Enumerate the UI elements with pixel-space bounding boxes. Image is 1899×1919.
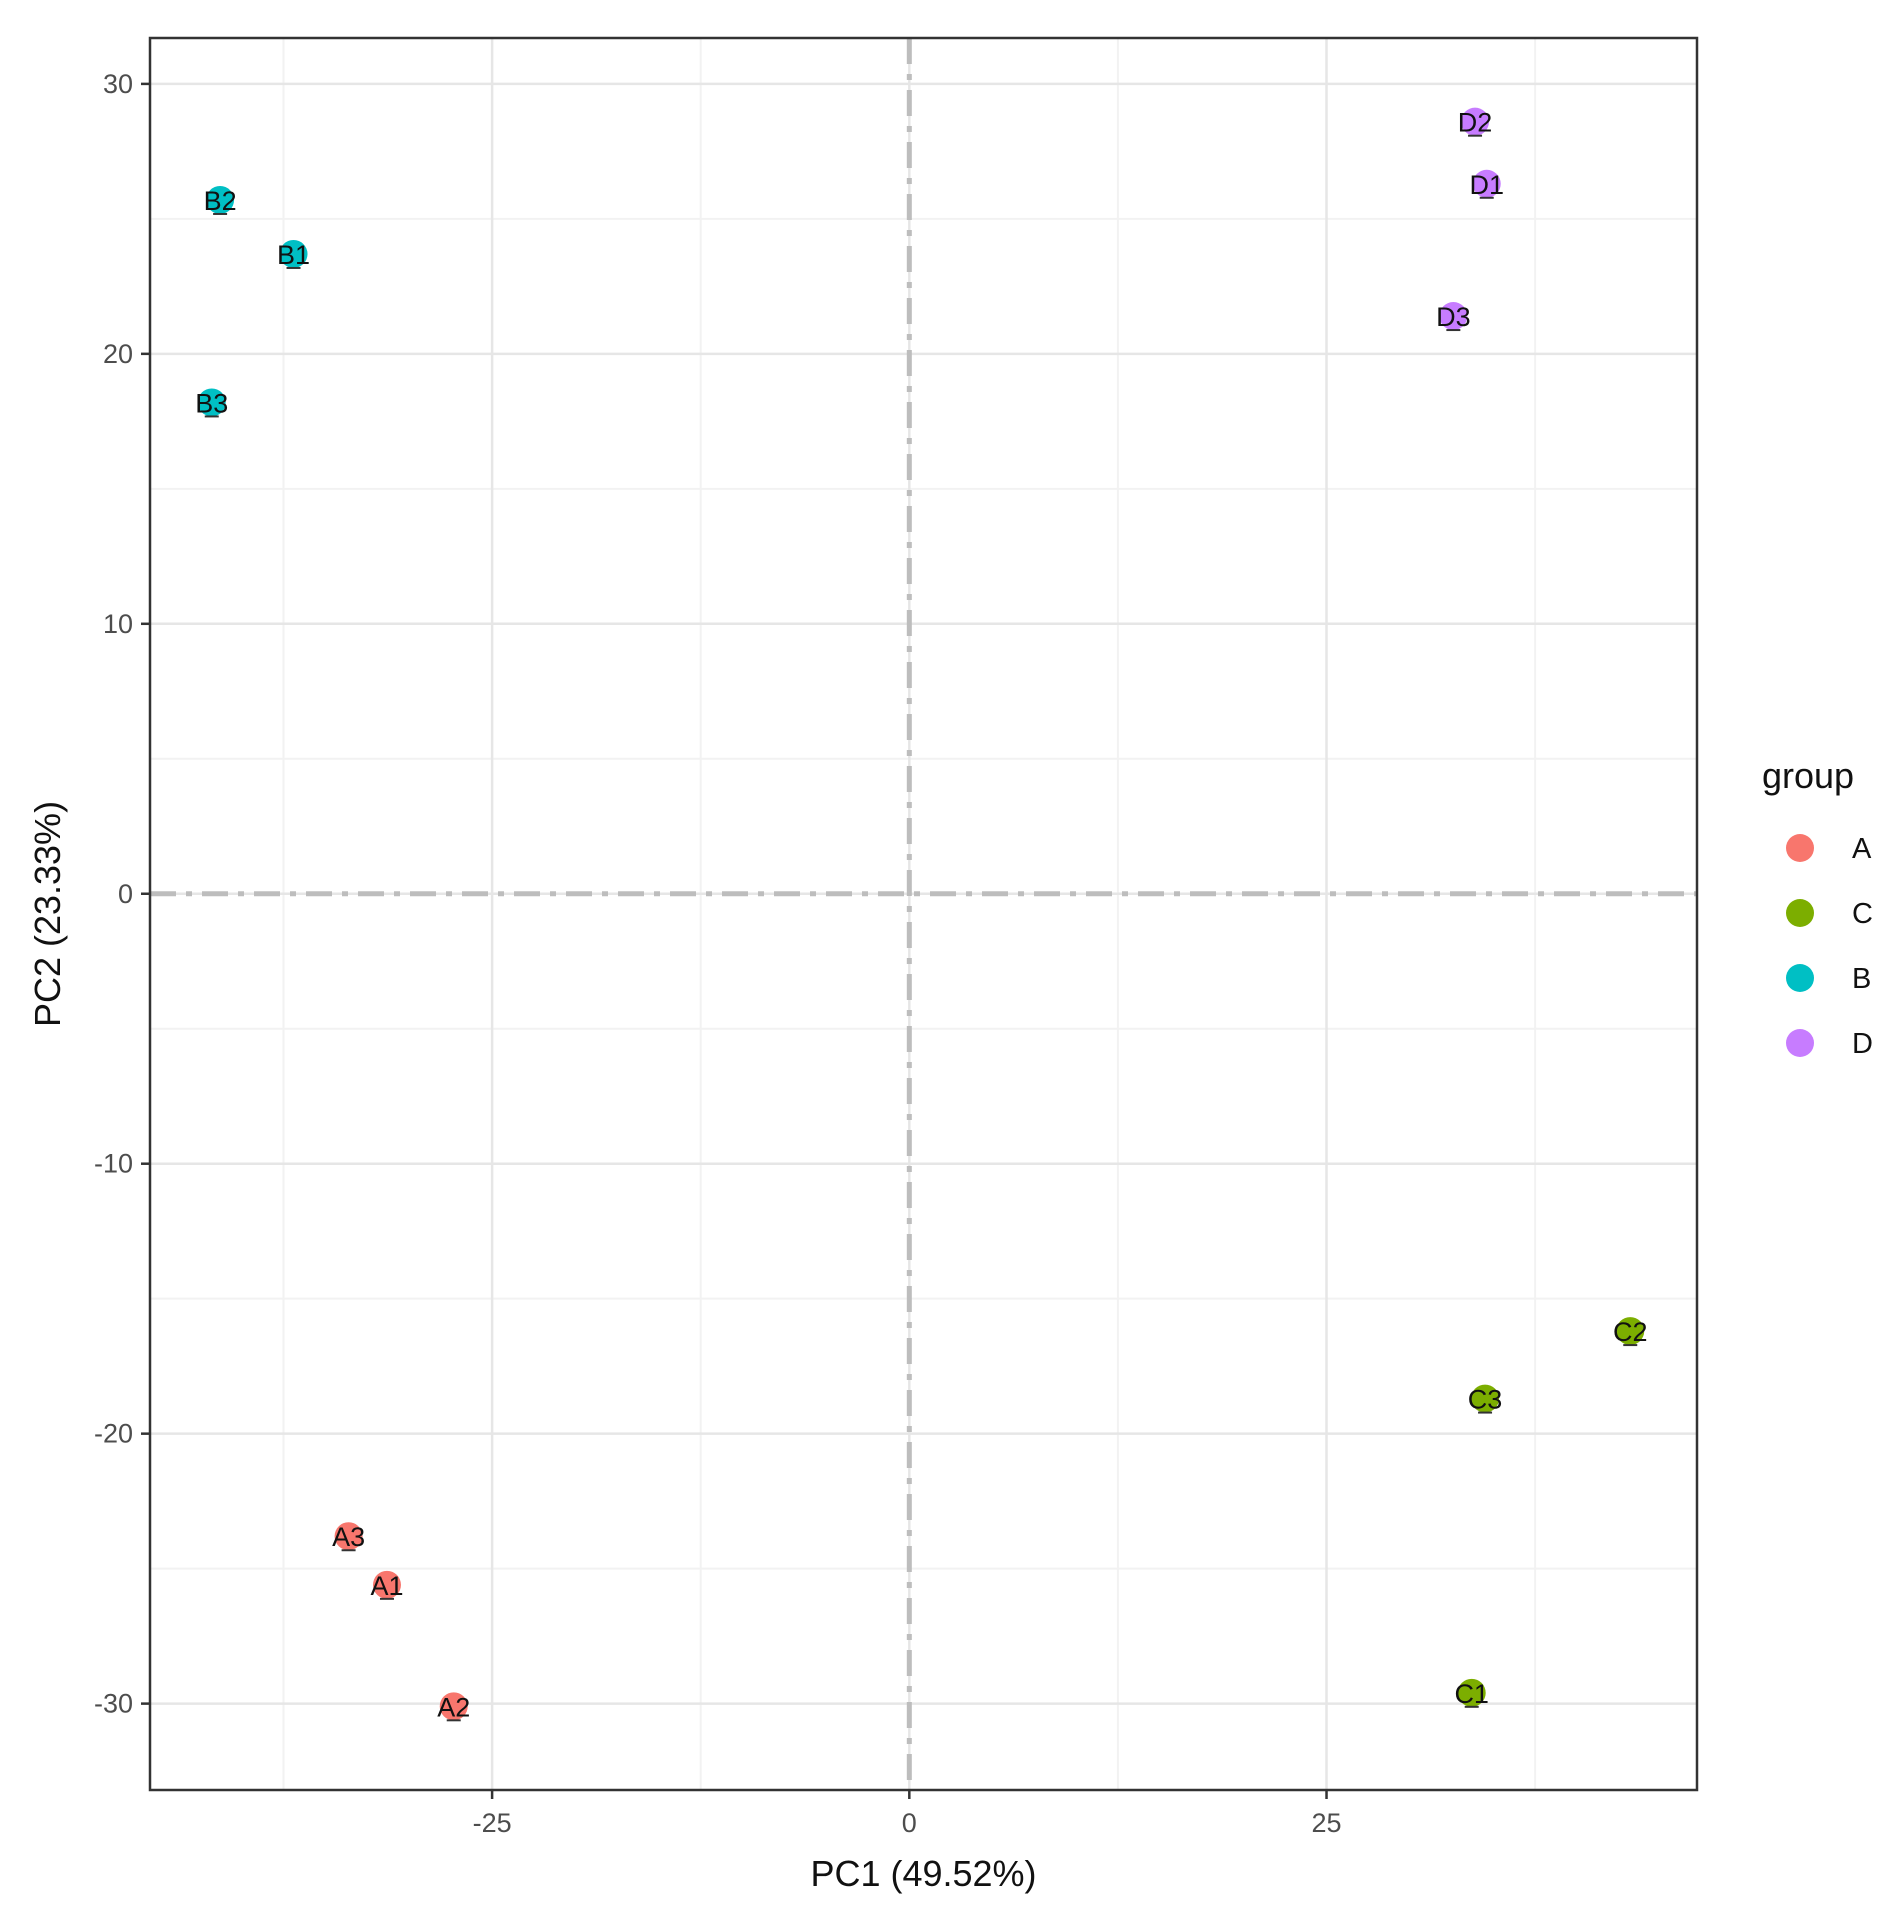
x-tick-label: 25	[1311, 1808, 1341, 1838]
legend-key-a	[1786, 834, 1814, 862]
legend-items: A C B D	[1786, 833, 1873, 1060]
x-tick-label: -25	[473, 1808, 512, 1838]
data-point-a2	[439, 1692, 468, 1721]
legend-label-b: B	[1852, 963, 1871, 995]
point-label-c1: C1	[1454, 1679, 1489, 1709]
data-point-b3	[197, 388, 226, 417]
data-point-d3	[1439, 302, 1468, 331]
major-gridlines	[150, 38, 1697, 1790]
point-label-d1: D1	[1469, 170, 1504, 200]
legend-title: group	[1762, 755, 1854, 796]
axis-ticks	[141, 82, 1328, 1799]
y-tick-label: 0	[118, 879, 133, 909]
x-tick-label: 0	[902, 1808, 917, 1838]
data-point-b2	[206, 185, 235, 214]
minor-gridlines	[150, 38, 1697, 1790]
y-tick-label: 30	[103, 69, 133, 99]
legend-label-a: A	[1852, 833, 1872, 865]
y-tick-label: -20	[94, 1419, 133, 1449]
legend-key-d	[1786, 1029, 1814, 1057]
data-point-a3	[334, 1522, 363, 1551]
data-point-c1	[1457, 1678, 1486, 1707]
data-point-b1	[279, 239, 308, 268]
point-label-b1: B1	[277, 240, 310, 270]
y-axis-title: PC2 (23.33%)	[27, 801, 68, 1027]
point-label-a3: A3	[332, 1522, 365, 1552]
y-tick-label: 10	[103, 609, 133, 639]
data-point-a1	[372, 1570, 401, 1599]
data-point-d1	[1472, 169, 1501, 198]
legend: group A C B D	[1762, 755, 1873, 1060]
axis-tick-labels: -25 0 25 -30 -20 -10 0 10 20 30	[94, 69, 1342, 1838]
point-label-d3: D3	[1436, 302, 1471, 332]
point-label-c2: C2	[1613, 1317, 1648, 1347]
legend-key-c	[1786, 899, 1814, 927]
point-label-c3: C3	[1468, 1385, 1503, 1415]
data-points	[197, 107, 1645, 1722]
plot-panel-border	[148, 36, 1699, 1792]
point-label-a1: A1	[370, 1571, 403, 1601]
legend-label-d: D	[1852, 1028, 1873, 1060]
y-tick-label: 20	[103, 339, 133, 369]
point-label-b3: B3	[195, 388, 228, 418]
point-label-d2: D2	[1458, 108, 1493, 138]
x-axis-title: PC1 (49.52%)	[810, 1853, 1036, 1894]
point-label-b2: B2	[204, 186, 237, 216]
data-point-c3	[1471, 1384, 1500, 1413]
point-label-a2: A2	[437, 1692, 470, 1722]
reference-lines	[150, 38, 1697, 1790]
legend-label-c: C	[1852, 898, 1873, 930]
point-labels: A1 A2 A3 C1 C2 C3 B1 B2 B3 D1 D2 D3	[195, 108, 1647, 1723]
legend-key-b	[1786, 964, 1814, 992]
y-tick-label: -10	[94, 1149, 133, 1179]
y-tick-label: -30	[94, 1689, 133, 1719]
data-point-c2	[1616, 1317, 1645, 1346]
data-point-d2	[1461, 107, 1490, 136]
